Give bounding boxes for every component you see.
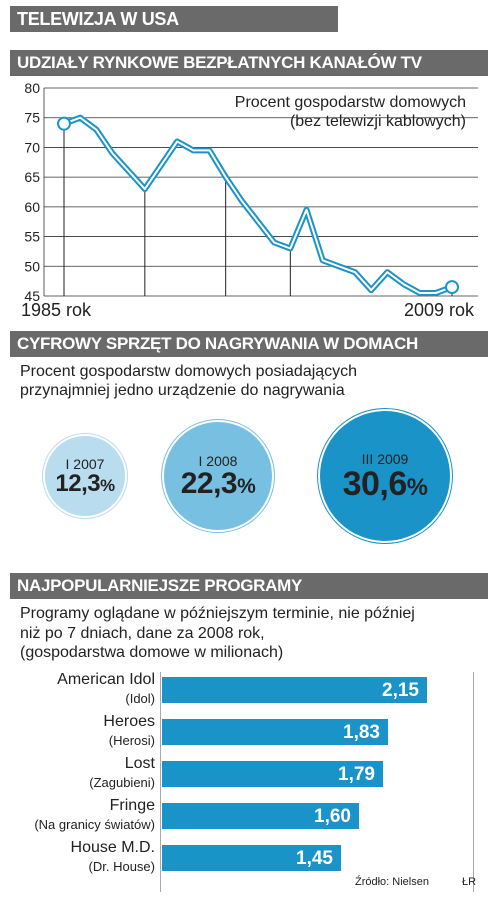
line-chart-subtitle-1: Procent gospodarstw domowych <box>235 94 466 111</box>
bubble-value-label: 30,6% <box>343 467 428 501</box>
bar-row: American Idol (Idol) 2,15 <box>0 665 498 713</box>
y-tick-label: 50 <box>24 258 40 274</box>
y-tick-label: 60 <box>24 199 40 215</box>
bubble-value-number: 12,3 <box>55 470 101 497</box>
bar-value-label: 1,83 <box>343 722 380 743</box>
bar <box>162 677 427 703</box>
series-line-inner <box>63 116 453 294</box>
bubble-value-unit: % <box>100 476 115 495</box>
bar-chart-title: NAJPOPULARNIEJSZE PROGRAMY <box>10 573 488 599</box>
bubble-value-label: 22,3% <box>181 469 256 499</box>
source-note: Źródło: Nielsen <box>355 876 429 888</box>
bar-row: House M.D. (Dr. House) 1,45 <box>0 833 498 881</box>
bar-category-label: Fringe <box>109 797 155 814</box>
bar-chart-subtitle-3: (gospodarstwa domowe w milionach) <box>20 644 284 661</box>
bar <box>162 803 359 829</box>
bubble-value-number: 30,6 <box>342 465 408 503</box>
y-tick-label: 70 <box>24 139 40 155</box>
bar-chart-subtitle-2: niż po 7 dniach, dane za 2008 rok, <box>20 625 265 642</box>
series-line-outer <box>61 114 455 296</box>
bubble-value-label: 12,3% <box>55 470 115 497</box>
bar-value-label: 1,60 <box>314 806 351 827</box>
bubble-period-label: I 2008 <box>198 453 238 469</box>
y-tick-label: 45 <box>24 288 40 304</box>
bar-chart-frame <box>160 672 474 892</box>
bubble: III 2009 30,6% <box>318 409 452 543</box>
bubble-value-unit: % <box>406 474 428 501</box>
bar-row: Lost (Zagubieni) 1,79 <box>0 749 498 797</box>
bar <box>162 719 388 745</box>
line-chart: 80 75 70 65 60 55 50 45 Procent gospodarstw domo… <box>21 80 478 320</box>
bar-category-label: House M.D. <box>70 839 155 856</box>
x-start-label: 1985 rok <box>21 300 92 320</box>
line-chart-title: UDZIAŁY RYNKOWE BEZPŁATNYCH KANAŁÓW TV <box>10 50 488 76</box>
bar-value-label: 2,15 <box>382 680 419 701</box>
author-initials: ŁR <box>462 876 477 888</box>
bar-row: Fringe (Na granicy światów) 1,60 <box>0 791 498 839</box>
bubble: I 2008 22,3% <box>162 420 274 532</box>
page-title: TELEWIZJA W USA <box>10 6 338 32</box>
bubble-period-label: III 2009 <box>361 451 409 467</box>
bar-category-sublabel: (Na granicy światów) <box>34 817 155 832</box>
bar <box>162 761 383 787</box>
y-tick-label: 55 <box>24 229 40 245</box>
x-end-label: 2009 rok <box>404 300 475 320</box>
bar-category-sublabel: (Zagubieni) <box>89 775 155 790</box>
bar <box>162 845 341 871</box>
bar-row: Heroes (Herosi) 1,83 <box>0 707 498 755</box>
bubble-chart-title: CYFROWY SPRZĘT DO NAGRYWANIA W DOMACH <box>10 331 488 357</box>
line-chart-subtitle-2: (bez telewizji kablowych) <box>290 113 466 130</box>
bubble: I 2007 12,3% <box>43 434 127 518</box>
y-tick-label: 65 <box>24 169 40 185</box>
bar-value-label: 1,79 <box>338 764 375 785</box>
y-tick-label: 80 <box>24 80 40 96</box>
endpoint-marker <box>445 280 459 295</box>
bar-category-label: American Idol <box>57 671 155 688</box>
bubble-chart-subtitle-2: przynajmniej jedno urządzenie do nagrywa… <box>20 382 345 399</box>
bar-category-sublabel: (Herosi) <box>108 733 155 748</box>
endpoint-marker <box>57 116 71 131</box>
bubble-value-unit: % <box>237 475 256 498</box>
bar-value-label: 1,45 <box>296 848 333 869</box>
bar-category-label: Lost <box>124 755 155 772</box>
y-tick-label: 75 <box>24 110 40 126</box>
bar-category-label: Heroes <box>103 713 155 730</box>
bar-chart-subtitle-1: Programy oglądane w późniejszym terminie… <box>20 605 415 622</box>
bubble-value-number: 22,3 <box>180 467 238 500</box>
bubble-period-label: I 2007 <box>65 456 105 472</box>
bar-category-sublabel: (Dr. House) <box>88 859 155 874</box>
bubble-chart-subtitle-1: Procent gospodarstw domowych posiadający… <box>20 363 358 380</box>
bar-category-sublabel: (Idol) <box>125 691 155 706</box>
